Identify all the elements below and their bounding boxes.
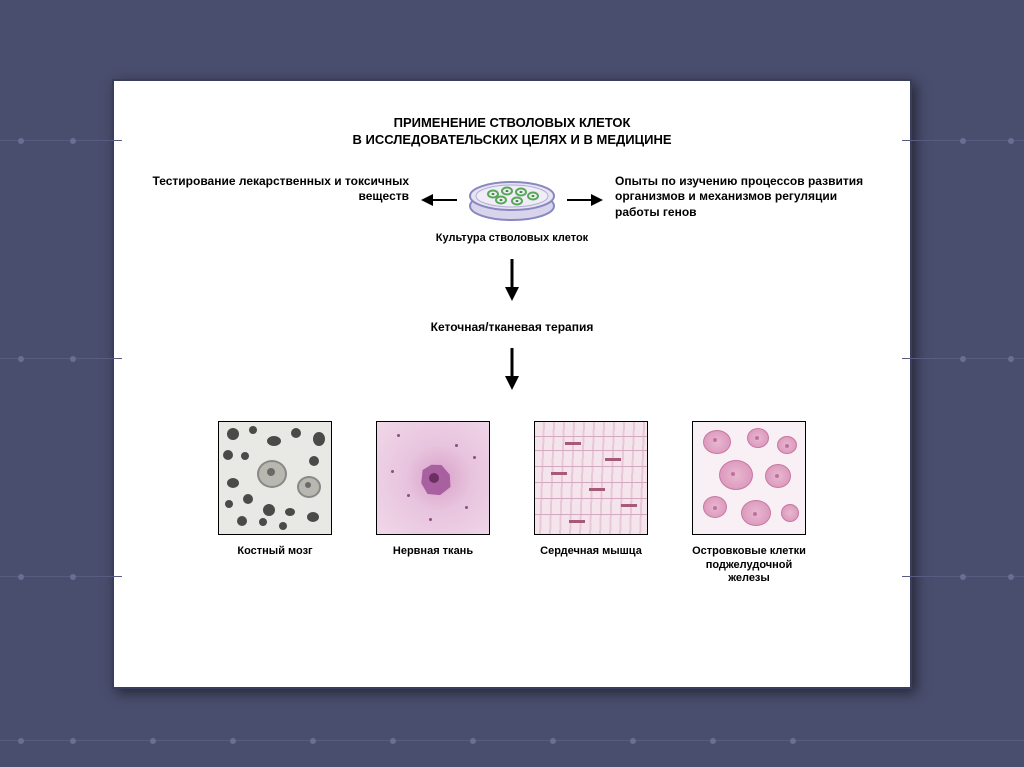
tissue-caption: Нервная ткань (393, 545, 473, 559)
bone-marrow-image (218, 421, 332, 535)
dish-caption: Культура стволовых клеток (436, 231, 588, 245)
tissue-caption: Костный мозг (237, 545, 312, 559)
islet-cells-image (692, 421, 806, 535)
right-application-label: Опыты по изучению процессов развития орг… (611, 174, 872, 221)
cardiac-muscle-image (534, 421, 648, 535)
title-line-2: В ИССЛЕДОВАТЕЛЬСКИХ ЦЕЛЯХ И В МЕДИЦИНЕ (152, 131, 872, 149)
dish-row (421, 174, 603, 227)
arrow-left-icon (421, 192, 457, 208)
left-application-label: Тестирование лекарственных и токсичных в… (152, 174, 413, 205)
slide-frame: ПРИМЕНЕНИЕ СТВОЛОВЫХ КЛЕТОК В ИССЛЕДОВАТ… (112, 79, 912, 689)
slide-title: ПРИМЕНЕНИЕ СТВОЛОВЫХ КЛЕТОК В ИССЛЕДОВАТ… (152, 114, 872, 149)
tissue-item-islet: Островковые клетки поджелудочной железы (684, 421, 814, 586)
tissue-caption: Сердечная мышца (540, 545, 642, 559)
slide-content: ПРИМЕНЕНИЕ СТВОЛОВЫХ КЛЕТОК В ИССЛЕДОВАТ… (122, 89, 902, 679)
center-column: Культура стволовых клеток Кеточная/ткане… (421, 174, 603, 409)
tissue-caption: Островковые клетки поджелудочной железы (684, 545, 814, 586)
tissue-row: Костный мозг Нервная ткань (152, 421, 872, 586)
arrow-down-icon-2 (504, 348, 520, 395)
nerve-tissue-image (376, 421, 490, 535)
tissue-item-bone-marrow: Костный мозг (210, 421, 340, 586)
arrow-down-icon-1 (504, 259, 520, 306)
tissue-item-cardiac: Сердечная мышца (526, 421, 656, 586)
therapy-label: Кеточная/тканевая терапия (431, 320, 594, 334)
arrow-right-icon (567, 192, 603, 208)
top-row: Тестирование лекарственных и токсичных в… (152, 174, 872, 409)
title-line-1: ПРИМЕНЕНИЕ СТВОЛОВЫХ КЛЕТОК (152, 114, 872, 132)
petri-dish-icon (467, 174, 557, 227)
tissue-item-nerve: Нервная ткань (368, 421, 498, 586)
